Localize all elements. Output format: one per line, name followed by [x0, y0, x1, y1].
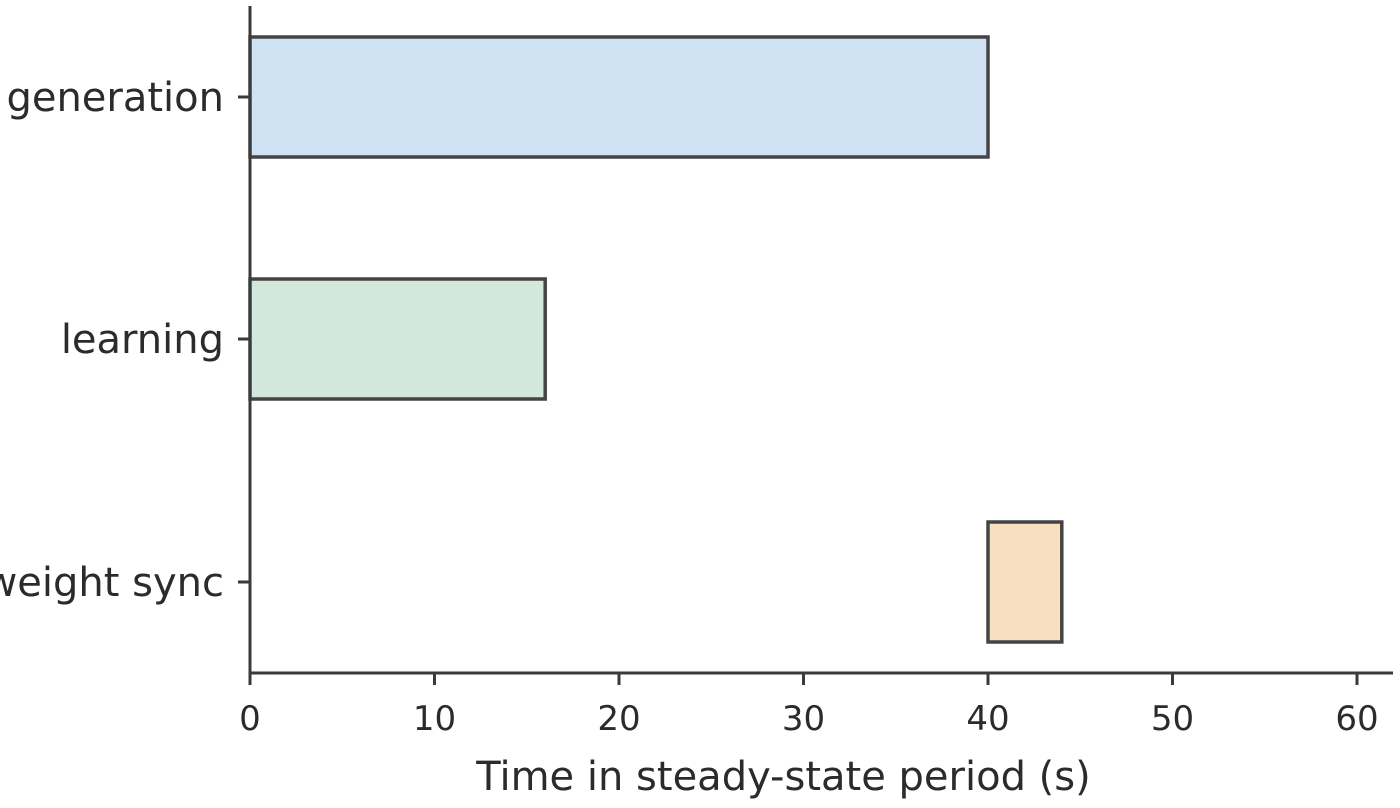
y-axis-categories: generation learning weight sync — [0, 75, 250, 606]
x-tick-label: 30 — [782, 699, 825, 739]
x-tick-label: 10 — [413, 699, 456, 739]
x-axis-title: Time in steady-state period (s) — [475, 754, 1090, 800]
x-tick-label: 0 — [239, 699, 261, 739]
bar-learning — [248, 277, 547, 401]
x-tick-label: 50 — [1151, 699, 1194, 739]
bar-weight-sync — [986, 520, 1064, 644]
x-tick-label: 60 — [1335, 699, 1378, 739]
x-tick-label: 40 — [966, 699, 1009, 739]
x-tick-label: 20 — [597, 699, 640, 739]
bars — [248, 35, 1064, 644]
bar-generation — [248, 35, 990, 159]
y-category-label: learning — [61, 317, 224, 363]
y-category-label: generation — [6, 75, 224, 121]
x-axis-ticks: 0 10 20 30 40 50 60 — [239, 673, 1379, 739]
y-category-label: weight sync — [0, 560, 224, 606]
